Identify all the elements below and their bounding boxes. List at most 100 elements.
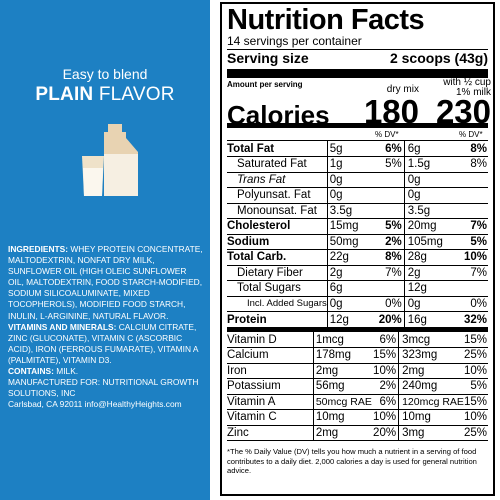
calories-dry-value: 180	[363, 93, 419, 130]
dry-amount: 2mg	[312, 425, 372, 441]
milk-amount: 2g	[403, 265, 453, 281]
dry-amount: 22g	[326, 249, 378, 266]
dry-dv: 2%	[377, 234, 405, 250]
dry-amount: 0g	[326, 187, 378, 204]
serving-size-row: Serving size 2 scoops (43g)	[227, 50, 488, 78]
nutrient-name: Total Carb.	[227, 249, 328, 266]
milk-dv: 25%	[463, 347, 488, 364]
dry-dv	[377, 172, 405, 188]
macros-table: Total Fat 5g 6% 6g 8% Saturated Fat 1g 5% 1.5g 8%…	[227, 141, 488, 332]
serving-size-label: Serving size	[227, 50, 309, 66]
dry-dv: 8%	[377, 249, 405, 266]
milk-dv: 10%	[463, 409, 488, 426]
nutrient-row: Dietary Fiber 2g 7% 2g 7%	[227, 265, 488, 281]
dry-amount: 1g	[326, 156, 378, 173]
nutrient-row: Calcium 178mg 15% 323mg 25%	[227, 347, 488, 364]
nutrient-name: Vitamin D	[227, 332, 314, 348]
nutrition-facts-title: Nutrition Facts	[227, 4, 425, 36]
dry-amount: 56mg	[312, 378, 372, 395]
milk-amount: 16g	[403, 311, 453, 332]
nutrient-name: Vitamin C	[227, 409, 314, 426]
milk-amount: 3mg	[398, 425, 464, 441]
dv-header-milk: % DV*	[459, 130, 483, 139]
contains-text: MILK.	[53, 366, 79, 377]
contains-label: CONTAINS:	[8, 366, 54, 377]
dry-dv: 6%	[371, 332, 399, 348]
serving-size-value: 2 scoops (43g)	[389, 50, 488, 66]
flavor-thin: FLAVOR	[93, 84, 175, 105]
milk-dv: 15%	[463, 394, 488, 410]
nutrient-name: Polyunsat. Fat	[227, 187, 328, 204]
milk-header: with ½ cup 1% milk	[427, 78, 491, 98]
dry-dv	[377, 187, 405, 204]
dry-dv: 7%	[377, 265, 405, 281]
milk-dv: 10%	[452, 249, 488, 266]
nutrient-name: Monounsat. Fat	[227, 203, 328, 219]
milk-amount: 10mg	[398, 409, 464, 426]
nutrient-row: Polyunsat. Fat 0g 0g	[227, 187, 488, 204]
nutrient-row: Vitamin D 1mcg 6% 3mcg 15%	[227, 332, 488, 348]
dv-header-dry: % DV*	[375, 130, 399, 139]
dry-dv: 10%	[371, 409, 399, 426]
calories-label: Calories	[227, 100, 330, 130]
milk-dv: 7%	[452, 218, 488, 235]
milk-dv	[452, 280, 488, 297]
nutrient-name: Protein	[227, 311, 328, 332]
milk-amount: 1.5g	[403, 156, 453, 173]
nutrient-name: Total Sugars	[227, 280, 328, 297]
dry-dv: 6%	[371, 394, 399, 410]
nutrition-facts-panel: Nutrition Facts 14 servings per containe…	[220, 2, 495, 496]
dry-dv: 6%	[377, 141, 405, 157]
nutrient-name: Dietary Fiber	[227, 265, 328, 281]
footnote: *The % Daily Value (DV) tells you how mu…	[227, 447, 477, 476]
milk-amount: 2mg	[398, 363, 464, 379]
milk-amount: 28g	[403, 249, 453, 266]
milk-amount: 20mg	[403, 218, 453, 235]
manufacturer: MANUFACTURED FOR: NUTRITIONAL GROWTH SOL…	[8, 377, 199, 399]
milk-dv: 5%	[463, 378, 488, 395]
vitamins-table: Vitamin D 1mcg 6% 3mcg 15% Calcium 178mg 15% 323…	[227, 332, 488, 441]
nutrient-name: Incl. Added Sugars	[227, 296, 328, 312]
milk-dv	[452, 187, 488, 204]
dry-amount: 3.5g	[326, 203, 378, 219]
milk-header-line1: with ½ cup	[443, 77, 491, 88]
nutrient-row: Vitamin A 50mcg RAE 6% 120mcg RAE 15%	[227, 394, 488, 410]
nutrient-row: Total Carb. 22g 8% 28g 10%	[227, 249, 488, 266]
milk-amount: 6g	[403, 141, 453, 157]
dry-amount: 15mg	[326, 218, 378, 235]
ingredients-paragraph: INGREDIENTS: WHEY PROTEIN CONCENTRATE, M…	[8, 244, 204, 322]
milk-dv: 8%	[452, 156, 488, 173]
calories-header: Amount per serving Calories dry mix 180 …	[227, 78, 491, 130]
calories-milk-value: 230	[435, 93, 491, 130]
flavor-title: PLAIN FLAVOR	[0, 84, 210, 106]
servings-per-container: 14 servings per container	[227, 35, 488, 50]
milk-dv: 5%	[452, 234, 488, 250]
dry-amount: 2mg	[312, 363, 372, 379]
dv-header-row: % DV* % DV*	[227, 128, 488, 141]
dry-dv: 5%	[377, 156, 405, 173]
flavor-bold: PLAIN	[35, 84, 94, 105]
dry-amount: 50mg	[326, 234, 378, 250]
dry-dv: 5%	[377, 218, 405, 235]
dry-dv	[377, 280, 405, 297]
dry-dv: 10%	[371, 363, 399, 379]
milk-dv: 8%	[452, 141, 488, 157]
dry-dv: 0%	[377, 296, 405, 312]
dry-amount: 12g	[326, 311, 378, 332]
ingredients-label: INGREDIENTS:	[8, 244, 69, 254]
nutrient-name: Cholesterol	[227, 218, 328, 235]
dry-dv: 2%	[371, 378, 399, 395]
milk-amount: 3mcg	[398, 332, 464, 348]
nutrient-row: Vitamin C 10mg 10% 10mg 10%	[227, 409, 488, 426]
dry-amount: 50mcg RAE	[312, 394, 372, 410]
dry-dv: 15%	[371, 347, 399, 364]
ingredients-block: INGREDIENTS: WHEY PROTEIN CONCENTRATE, M…	[8, 244, 204, 410]
nutrient-row: Zinc 2mg 20% 3mg 25%	[227, 425, 488, 441]
vitamins-text: CALCIUM CITRATE, ZINC (GLUCONATE), VITAM…	[8, 321, 198, 365]
milk-amount: 323mg	[398, 347, 464, 364]
dry-dv: 20%	[377, 311, 405, 332]
milk-dv: 15%	[463, 332, 488, 348]
milk-dv: 7%	[452, 265, 488, 281]
nutrient-row: Saturated Fat 1g 5% 1.5g 8%	[227, 156, 488, 173]
milk-amount: 105mg	[403, 234, 453, 250]
